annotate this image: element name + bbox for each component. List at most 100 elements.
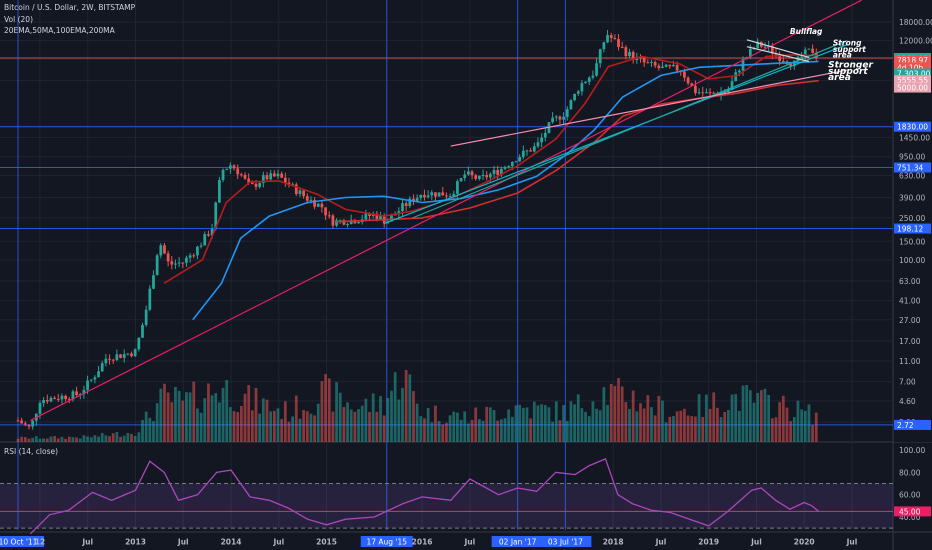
volume-bar xyxy=(20,436,24,442)
volume-bar xyxy=(49,436,53,442)
candle-body xyxy=(415,197,419,202)
price-tag-bg xyxy=(894,62,931,73)
candle-body xyxy=(218,180,221,203)
volume-bar xyxy=(415,403,419,442)
candle-body xyxy=(133,349,137,357)
candle-body xyxy=(56,398,60,400)
candle-body xyxy=(170,261,174,265)
price-tag-bg xyxy=(894,55,931,66)
candle-body xyxy=(67,399,71,401)
volume-bar xyxy=(573,404,576,442)
candle-body xyxy=(221,169,225,181)
candle-body xyxy=(404,203,408,206)
candle-body xyxy=(155,255,159,276)
candle-body xyxy=(554,116,558,118)
annotation-text: area xyxy=(828,73,851,83)
candle-body xyxy=(470,171,474,176)
candle-body xyxy=(456,181,459,194)
volume-bar xyxy=(510,416,514,442)
rsi-tag-bg xyxy=(894,506,931,517)
price-tag-label: 7818.97 xyxy=(897,56,928,65)
candle-body xyxy=(770,45,774,54)
volume-bar xyxy=(646,395,650,442)
volume-bar xyxy=(734,394,738,442)
candle-body xyxy=(463,174,467,179)
candle-body xyxy=(485,174,489,178)
candle-body xyxy=(130,353,133,357)
volume-bar xyxy=(148,417,152,442)
price-tick-label: 630.00 xyxy=(899,172,925,181)
volume-bar xyxy=(423,418,426,442)
volume-bar xyxy=(207,383,210,442)
candle-body xyxy=(584,81,587,84)
volume-bar xyxy=(261,398,265,442)
candle-body xyxy=(45,400,49,402)
candle-body xyxy=(617,39,620,47)
candle-body xyxy=(309,199,313,201)
volume-bar xyxy=(196,408,199,442)
candle-body xyxy=(254,183,258,187)
volume-bar xyxy=(642,408,646,442)
volume-bar xyxy=(705,394,708,442)
price-tick-label: 150.00 xyxy=(899,237,925,246)
price-tag-bg xyxy=(894,82,931,93)
rsi-legend[interactable]: RSI (14, close) xyxy=(4,447,59,456)
candle-body xyxy=(368,213,371,216)
trend-line xyxy=(383,43,848,225)
volume-bar xyxy=(269,411,273,442)
candle-body xyxy=(166,253,170,262)
candle-body xyxy=(639,56,642,59)
candle-body xyxy=(562,116,565,120)
candle-body xyxy=(210,228,214,236)
candle-body xyxy=(159,245,163,256)
volume-bar xyxy=(338,392,342,442)
time-tick-label: Jul xyxy=(177,538,189,547)
candle-body xyxy=(346,224,349,226)
volume-bar xyxy=(617,378,620,442)
candle-body xyxy=(591,75,595,78)
rsi-tick-label: 100.00 xyxy=(899,446,925,455)
price-tag-bg xyxy=(894,68,931,79)
volume-bar xyxy=(258,413,262,442)
rsi-tick-label: 60.00 xyxy=(899,491,921,500)
time-tick-label: Jul xyxy=(81,538,93,547)
candle-body xyxy=(672,64,675,67)
volume-bar xyxy=(272,410,276,442)
candle-body xyxy=(229,165,232,169)
trend-line xyxy=(746,46,810,63)
volume-bar xyxy=(38,438,42,442)
rsi-band xyxy=(0,483,893,529)
candle-body xyxy=(214,202,218,229)
volume-bar xyxy=(346,402,349,442)
candle-body xyxy=(104,358,108,364)
volume-legend[interactable]: Vol (20) xyxy=(4,15,34,24)
volume-bar xyxy=(521,407,525,442)
volume-bar xyxy=(324,374,327,442)
volume-bar xyxy=(434,405,437,442)
candle-body xyxy=(294,184,298,195)
candle-body xyxy=(441,192,445,196)
volume-bar xyxy=(587,416,591,442)
symbol-title[interactable]: Bitcoin / U.S. Dollar, 2W, BITSTAMP xyxy=(4,3,136,12)
rsi-axis[interactable]: 100.00 80.00 60.00 40.00 xyxy=(899,446,925,522)
volume-bar xyxy=(302,409,305,442)
price-tick-label: 7.00 xyxy=(899,378,916,387)
volume-bar xyxy=(613,385,617,442)
candle-body xyxy=(111,359,115,361)
candle-body xyxy=(437,192,441,197)
rsi-panel xyxy=(0,458,893,535)
candle-body xyxy=(78,394,82,396)
volume-bar xyxy=(174,386,177,442)
volume-bar xyxy=(448,415,452,442)
volume-bar xyxy=(756,392,760,442)
volume-bar xyxy=(467,423,470,442)
volume-bar xyxy=(697,394,701,442)
candle-body xyxy=(265,175,269,180)
volume-bar xyxy=(232,410,236,442)
ma-legend[interactable]: 20EMA,50MA,100EMA,200MA xyxy=(4,26,115,35)
volume-bar xyxy=(229,407,232,442)
volume-bar xyxy=(265,399,269,442)
candle-body xyxy=(357,222,360,224)
